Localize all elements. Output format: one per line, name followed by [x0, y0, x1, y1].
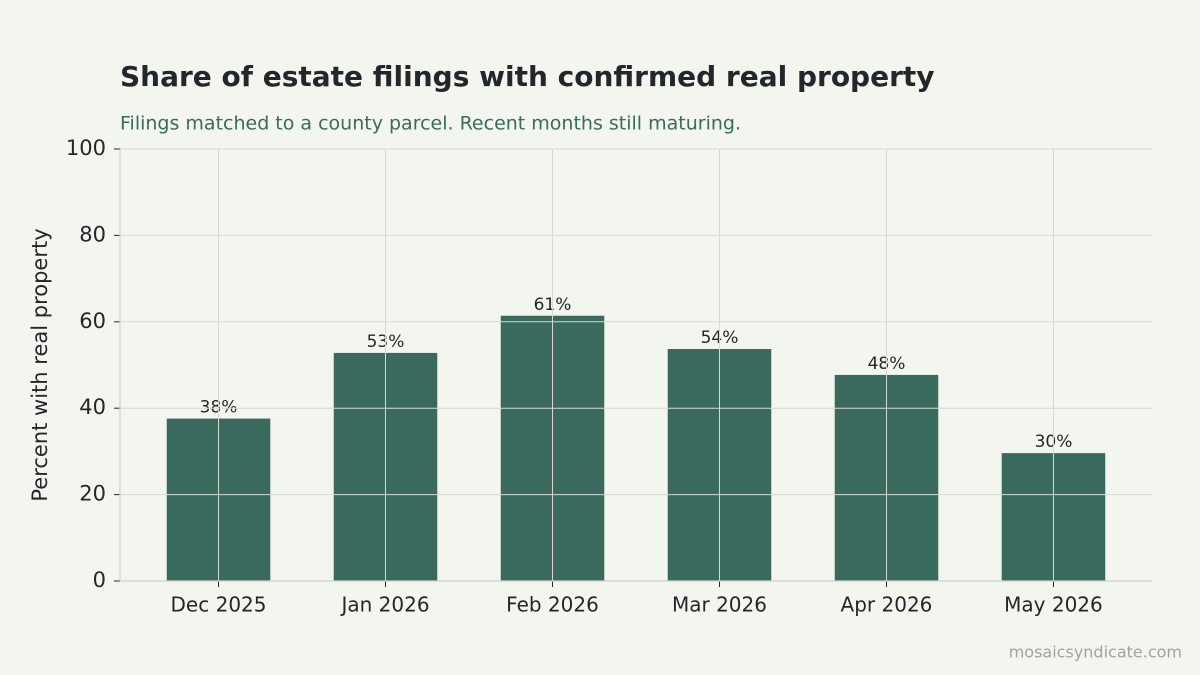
y-tick-label: 100 — [66, 136, 106, 160]
watermark: mosaicsyndicate.com — [1009, 643, 1182, 662]
x-tick-label: Feb 2026 — [506, 593, 599, 617]
y-tick-label: 60 — [79, 309, 106, 333]
y-tick-label: 20 — [79, 482, 106, 506]
chart-title: Share of estate filings with confirmed r… — [120, 60, 935, 93]
x-tick-label: May 2026 — [1004, 593, 1103, 617]
y-tick-label: 0 — [93, 568, 106, 592]
x-tick-label: Apr 2026 — [841, 593, 933, 617]
y-axis-label: Percent with real property — [28, 228, 52, 501]
y-tick-label: 80 — [79, 222, 106, 246]
x-tick-label: Mar 2026 — [672, 593, 767, 617]
x-tick-label: Dec 2025 — [171, 593, 267, 617]
x-tick-label: Jan 2026 — [339, 593, 429, 617]
chart-subtitle: Filings matched to a county parcel. Rece… — [120, 113, 741, 135]
y-tick-label: 40 — [79, 395, 106, 419]
